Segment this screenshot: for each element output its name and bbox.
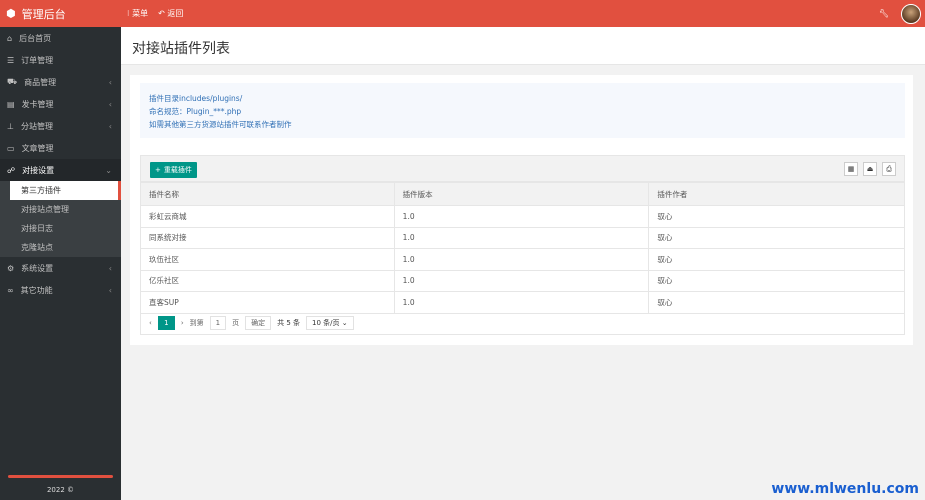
table-cell: 同系统对接 <box>140 226 395 249</box>
wrench-icon[interactable]: 🔧︎ <box>878 9 889 18</box>
list-icon: ☰ <box>7 55 15 65</box>
sidebar-item[interactable]: ⚙ 系统设置 ‹ <box>7 263 112 273</box>
sidebar-item[interactable]: ☍ 对接设置 ⌄ <box>0 159 121 181</box>
reload-plugins-button[interactable]: + 重载插件 <box>150 162 197 178</box>
next-page-icon[interactable]: › <box>180 318 184 327</box>
logo[interactable]: ⬢ 管理后台 <box>6 7 66 21</box>
column-header[interactable]: 插件作者 <box>648 182 905 206</box>
arrow-icon: ‹ <box>108 99 112 109</box>
submenu-item[interactable]: 对接站点管理 <box>21 205 69 214</box>
article-icon: ▭ <box>7 143 15 153</box>
avatar[interactable] <box>901 3 921 24</box>
sidebar: ⌂ 后台首页 ☰ 订单管理 ⛟ 商品管理 ‹ ▤ 发卡管理 ‹ ⊥ 分站管理 ‹ ▭ 文章管理 ☍ 对接设置 ⌄ … <box>0 27 121 500</box>
page-title: 对接站插件列表 <box>121 27 925 65</box>
page-1[interactable]: 1 <box>157 315 175 330</box>
page-input[interactable]: 1 <box>209 315 227 330</box>
table-cell: 驭心 <box>648 248 905 271</box>
table-row[interactable]: 亿乐社区 1.0 驭心 <box>140 269 905 292</box>
sidebar-item[interactable]: ⛟ 商品管理 ‹ <box>7 77 112 87</box>
sidebar-item[interactable]: ☰ 订单管理 <box>7 55 54 65</box>
submenu-item[interactable]: 第三方插件 <box>10 181 121 200</box>
column-header[interactable]: 插件版本 <box>393 182 650 206</box>
table-cell: 直客SUP <box>140 291 395 314</box>
prev-page-icon[interactable]: ‹ <box>149 318 152 327</box>
pagination: ‹ 1 › 到第 1 页 确定 共 5 条 10 条/页 ⌄ <box>140 311 905 335</box>
cart-icon: ⛟ <box>7 77 18 86</box>
goto-label: 到第 <box>189 318 204 327</box>
table-cell: 驭心 <box>648 269 905 292</box>
table-cell: 驭心 <box>648 226 905 249</box>
gear-icon: ⚙ <box>7 263 15 273</box>
table-cell: 1.0 <box>393 205 650 228</box>
sidebar-item[interactable]: ∞ 其它功能 ‹ <box>7 285 112 295</box>
table-cell: 1.0 <box>393 291 650 314</box>
arrow-icon: ⌄ <box>105 165 112 175</box>
export-icon[interactable]: ⏏ <box>863 162 877 176</box>
copyright: 2022 © <box>46 486 75 494</box>
connect-icon: ☍ <box>7 165 16 175</box>
print-icon[interactable]: ⎙ <box>882 162 896 176</box>
confirm-button[interactable]: 确定 <box>245 315 272 330</box>
table-cell: 1.0 <box>393 248 650 271</box>
submenu-item[interactable]: 克隆站点 <box>21 243 53 252</box>
more-icon: ∞ <box>7 285 14 295</box>
table-row[interactable]: 彩虹云商城 1.0 驭心 <box>140 205 905 228</box>
table-cell: 1.0 <box>393 226 650 249</box>
sidebar-bar <box>8 475 113 478</box>
table-cell: 1.0 <box>393 269 650 292</box>
sidebar-item[interactable]: ⊥ 分站管理 ‹ <box>7 121 112 131</box>
arrow-icon: ‹ <box>108 77 112 87</box>
arrow-icon: ‹ <box>108 263 112 273</box>
column-header[interactable]: 插件名称 <box>140 182 395 206</box>
table-cell: 彩虹云商城 <box>140 205 395 228</box>
sitemap-icon: ⊥ <box>7 121 14 131</box>
cube-icon: ⬢ <box>6 7 16 20</box>
columns-icon[interactable]: ▦ <box>844 162 858 176</box>
total-count: 共 5 条 <box>277 318 300 327</box>
table-cell: 驭心 <box>648 291 905 314</box>
info-box: 插件目录includes/plugins/ 命名规范：Plugin_***.ph… <box>140 83 905 138</box>
table-cell: 驭心 <box>648 205 905 228</box>
table-row[interactable]: 同系统对接 1.0 驭心 <box>140 226 905 249</box>
table-cell: 玖伍社区 <box>140 248 395 271</box>
table-cell: 亿乐社区 <box>140 269 395 292</box>
plugins-table: 插件名称 插件版本 插件作者 彩虹云商城 1.0 驭心 同系统对接 1.0 驭心 玖伍社区 1.0… <box>140 182 905 314</box>
arrow-icon: ‹ <box>108 285 112 295</box>
table-row[interactable]: 玖伍社区 1.0 驭心 <box>140 248 905 271</box>
submenu-item[interactable]: 对接日志 <box>21 224 53 233</box>
per-page-select[interactable]: 10 条/页 ⌄ <box>306 315 354 330</box>
plus-icon: + <box>155 166 161 174</box>
sidebar-item[interactable]: ⌂ 后台首页 <box>7 33 52 43</box>
sidebar-item[interactable]: ▤ 发卡管理 ‹ <box>7 99 112 109</box>
arrow-icon: ‹ <box>108 121 112 131</box>
table-toolbar: + 重载插件 ▦ ⏏ ⎙ <box>140 155 905 182</box>
home-icon: ⌂ <box>7 33 13 43</box>
page-label: 页 <box>232 318 240 327</box>
info-line: 命名规范：Plugin_***.php <box>149 107 242 116</box>
sidebar-item[interactable]: ▭ 文章管理 <box>7 143 54 153</box>
menu-button[interactable]: ⁝ 菜单 <box>127 9 149 18</box>
watermark: www.mlwenlu.com <box>771 481 919 497</box>
table-row[interactable]: 直客SUP 1.0 驭心 <box>140 291 905 314</box>
content-card: 插件目录includes/plugins/ 命名规范：Plugin_***.ph… <box>130 75 913 345</box>
info-line: 如需其他第三方货源站插件可联系作者制作 <box>149 120 292 129</box>
back-button[interactable]: ↶ 返回 <box>158 9 184 18</box>
card-icon: ▤ <box>7 99 15 109</box>
top-header: ⬢ 管理后台 ⁝ 菜单 ↶ 返回 🔧︎ <box>0 0 925 27</box>
info-line: 插件目录includes/plugins/ <box>149 94 243 103</box>
